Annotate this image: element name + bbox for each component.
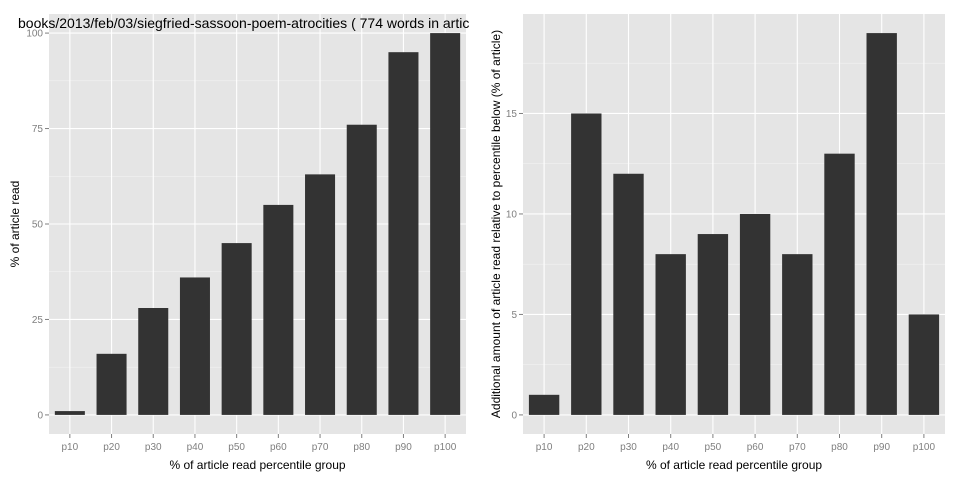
x-tick-label: p20 [578,442,595,453]
bar-p90 [866,33,897,415]
x-tick-label: p10 [536,442,553,453]
bar-p50 [221,243,252,415]
x-tick-label: p80 [353,442,370,453]
bar-p20 [571,113,602,415]
x-tick-label: p100 [434,442,457,453]
x-tick-label: p20 [103,442,120,453]
bar-p100 [908,314,940,415]
x-tick-label: p10 [62,442,79,453]
y-axis-title: Additional amount of article read relati… [489,30,503,418]
x-tick-label: p60 [270,442,287,453]
x-axis-title: % of article read percentile group [169,458,345,472]
bar-p100 [430,33,461,415]
bar-p60 [739,213,771,415]
chart-title: books/2013/feb/03/siegfried-sassoon-poem… [18,15,469,31]
bar-p10 [528,394,560,415]
bar-p80 [824,153,855,415]
bar-p90 [388,52,419,415]
x-tick-label: p30 [620,442,637,453]
y-tick-label: 100 [26,29,43,40]
x-tick-label: p100 [913,442,936,453]
y-axis-title: % of article read [8,181,22,268]
y-tick-label: 75 [32,124,44,135]
y-tick-label: 0 [511,410,517,421]
bar-p10 [54,411,85,415]
x-tick-label: p70 [312,442,329,453]
x-tick-label: p60 [747,442,764,453]
bar-p40 [655,254,686,415]
y-tick-label: 10 [506,209,518,220]
bar-p30 [138,308,169,415]
y-tick-label: 15 [506,109,518,120]
x-tick-label: p50 [705,442,722,453]
bar-p40 [179,277,210,415]
y-tick-label: 0 [37,410,43,421]
y-tick-label: 25 [32,315,44,326]
bar-p20 [96,353,127,415]
x-tick-label: p40 [187,442,204,453]
x-tick-label: p90 [873,442,890,453]
chart-panel-1: 0 25 50 75 100 p10 p20 p30 p40 p50 p60 p70 p80 p90 p10… [8,14,469,472]
y-tick-label: 5 [511,310,517,321]
bar-p50 [697,234,729,415]
x-tick-label: p70 [789,442,806,453]
x-tick-label: p90 [395,442,412,453]
x-tick-label: p80 [831,442,848,453]
bar-p80 [346,124,377,415]
x-tick-label: p30 [145,442,162,453]
title-clip-mask [481,10,521,36]
chart-panel-2: 0 5 10 15 p10 p20 p30 p40 p50 p60 p70 p80 p90 p100 % o… [489,14,945,472]
bar-p60 [263,204,294,415]
x-tick-label: p40 [662,442,679,453]
x-tick-label: p50 [228,442,245,453]
bar-p70 [305,174,336,415]
bar-p70 [782,254,813,415]
bar-p30 [613,173,644,415]
y-tick-label: 50 [32,220,44,231]
x-axis-title: % of article read percentile group [646,458,822,472]
